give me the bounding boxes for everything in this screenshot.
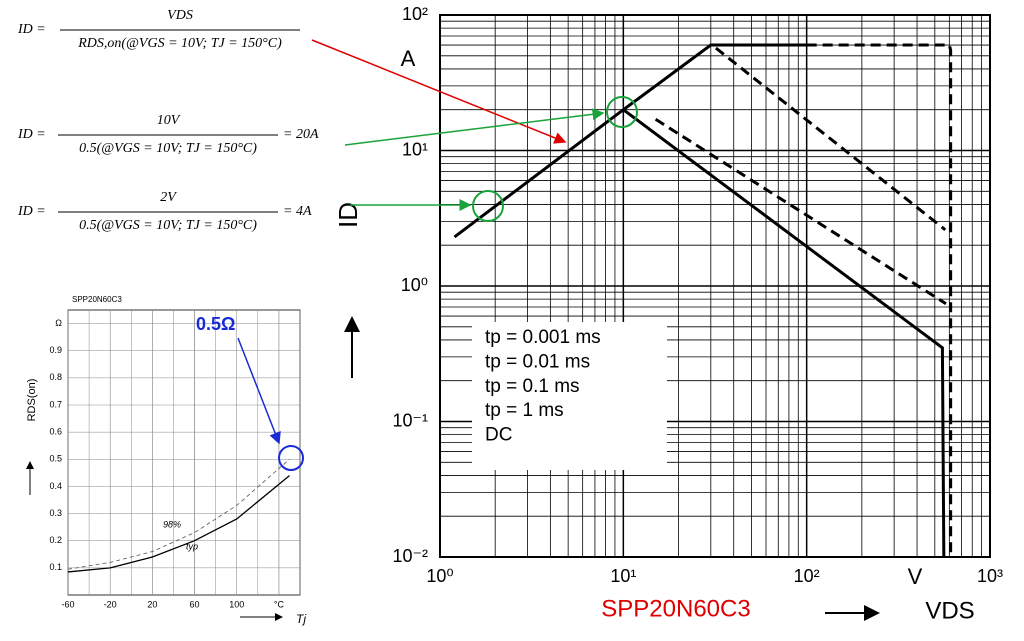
equation-rhs: = 20A [283,127,319,142]
equation-numerator: 2V [160,190,177,205]
equation-denominator: RDS,on(@VGS = 10V; TJ = 150°C) [77,36,282,51]
y-tick-label: Ω [55,318,62,328]
curve-label: 98% [163,519,181,529]
y-tick-label: 0.5 [49,454,62,464]
series-line [654,118,947,305]
highlight-circle [278,445,304,471]
y-tick-label: 0.4 [49,481,62,491]
x-tick-label: 10² [794,566,820,586]
y-tick-label: 10² [402,4,428,24]
y-tick-label: 10⁰ [401,275,428,295]
plot-frame [67,309,301,596]
equation-rhs: = 4A [283,204,312,219]
arrow [237,337,281,445]
equation-lhs: ID = [17,127,46,142]
chart-title: SPP20N60C3 [72,295,122,304]
equation-lhs: ID = [17,22,46,37]
legend-label: tp = 1 ms [485,400,564,421]
equation-lhs: ID = [17,204,46,219]
y-tick-label: 0.6 [49,427,62,437]
y-tick-label: 0.7 [49,399,62,409]
arrow [344,108,605,146]
y-tick-label: 0.8 [49,372,62,382]
series-line [67,475,290,573]
equation-denominator: 0.5(@VGS = 10V; TJ = 150°C) [79,141,257,156]
y-tick-label: 10⁻² [392,546,428,566]
x-unit: V [908,564,923,589]
x-tick-label: °C [274,599,285,609]
y-tick-label: 10¹ [402,139,428,159]
arrow [311,39,567,144]
equations: ID = VDS RDS,on(@VGS = 10V; TJ = 150°C) ID … [17,8,319,233]
soa-chart: 10⁻² 10⁻¹ 10⁰ 10¹ 10² 10⁰ 10¹ 10² 10³ tp = 0.001 … [333,4,1003,625]
x-axis-label: VDS [925,597,974,624]
series-line [453,107,946,558]
series-line [806,43,953,557]
curve-label: typ [186,541,198,551]
y-axis-label: RDS(on) [26,379,38,422]
highlight-circle [606,96,638,128]
x-axis-label: Tj [296,612,306,626]
x-tick-label: -60 [61,599,74,609]
x-tick-label: 10¹ [610,566,636,586]
series-line [715,46,947,231]
y-axis-label: ID [333,202,363,228]
y-tick-label: 0.3 [49,508,62,518]
x-tick-label: 60 [190,599,200,609]
y-tick-label: 0.9 [49,345,62,355]
legend-label: tp = 0.01 ms [485,351,590,372]
y-tick-label: 0.1 [49,562,62,572]
x-tick-label: 10³ [977,566,1003,586]
x-tick-label: 10⁰ [426,566,453,586]
equation-denominator: 0.5(@VGS = 10V; TJ = 150°C) [79,218,257,233]
y-tick-label: 0.2 [49,535,62,545]
legend-label: tp = 0.1 ms [485,376,580,397]
legend-label: tp = 0.001 ms [485,327,601,348]
equation-numerator: 10V [157,113,181,128]
y-unit: A [401,46,416,71]
highlight-circle [472,190,504,222]
rds-chart: 0.1 0.2 0.3 0.4 0.5 0.6 0.7 0.8 0.9 Ω -60 -20 20 60 10… [26,295,306,626]
x-tick-label: -20 [104,599,117,609]
series-line [67,458,290,570]
equation-numerator: VDS [167,8,193,23]
legend-box [472,322,667,470]
x-tick-label: 20 [147,599,157,609]
annotation: 0.5Ω [196,314,235,334]
series-line [622,43,807,111]
x-tick-label: 100 [229,599,244,609]
caption: SPP20N60C3 [601,595,750,622]
y-tick-label: 10⁻¹ [392,410,428,430]
legend-label: DC [485,425,512,446]
